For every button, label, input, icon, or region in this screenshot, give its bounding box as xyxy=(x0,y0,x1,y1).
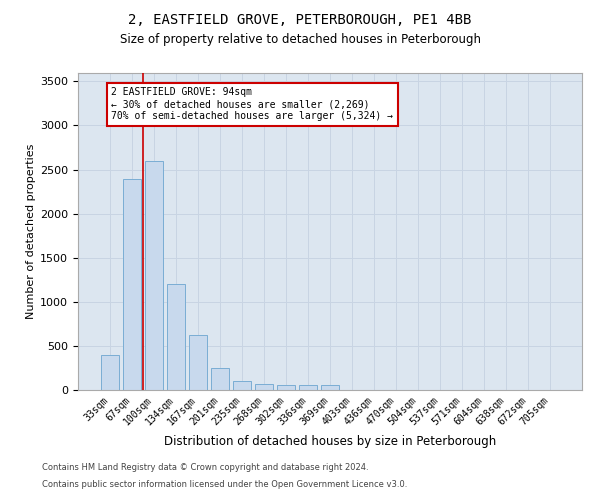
Bar xyxy=(189,336,206,390)
Bar xyxy=(255,384,273,390)
Text: 2 EASTFIELD GROVE: 94sqm
← 30% of detached houses are smaller (2,269)
70% of sem: 2 EASTFIELD GROVE: 94sqm ← 30% of detach… xyxy=(112,88,394,120)
Bar xyxy=(211,368,229,390)
X-axis label: Distribution of detached houses by size in Peterborough: Distribution of detached houses by size … xyxy=(164,435,496,448)
Text: Contains public sector information licensed under the Open Government Licence v3: Contains public sector information licen… xyxy=(42,480,407,489)
Text: 2, EASTFIELD GROVE, PETERBOROUGH, PE1 4BB: 2, EASTFIELD GROVE, PETERBOROUGH, PE1 4B… xyxy=(128,12,472,26)
Bar xyxy=(123,179,140,390)
Text: Size of property relative to detached houses in Peterborough: Size of property relative to detached ho… xyxy=(119,32,481,46)
Bar xyxy=(167,284,185,390)
Bar xyxy=(321,386,339,390)
Bar xyxy=(145,160,163,390)
Y-axis label: Number of detached properties: Number of detached properties xyxy=(26,144,36,319)
Bar xyxy=(101,354,119,390)
Bar xyxy=(299,385,317,390)
Bar xyxy=(277,384,295,390)
Bar xyxy=(233,381,251,390)
Text: Contains HM Land Registry data © Crown copyright and database right 2024.: Contains HM Land Registry data © Crown c… xyxy=(42,464,368,472)
